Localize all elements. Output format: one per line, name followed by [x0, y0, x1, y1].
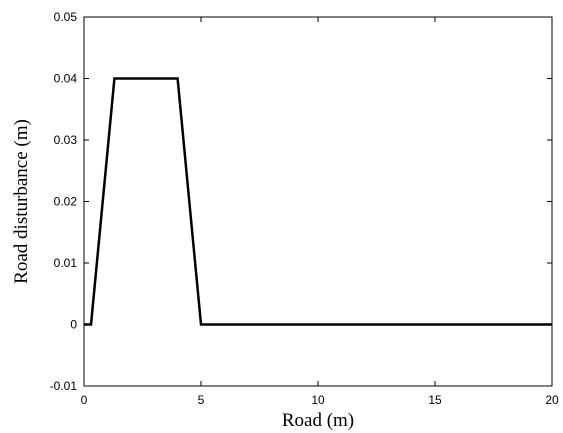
series-layer: [84, 77, 552, 326]
x-tick-label: 20: [545, 393, 559, 407]
x-tick-label: 15: [428, 393, 442, 407]
y-tick-label: 0.04: [54, 72, 78, 86]
series-line: [84, 77, 552, 326]
y-tick-label: 0: [70, 318, 77, 332]
y-tick-label: 0.02: [54, 195, 78, 209]
y-tick-label: 0.03: [54, 133, 78, 147]
y-axis-label: Road disturbance (m): [11, 119, 32, 284]
x-axis-label: Road (m): [282, 410, 354, 431]
x-tick-label: 5: [198, 393, 205, 407]
x-tick-label: 10: [311, 393, 325, 407]
y-tick-label: 0.01: [54, 256, 78, 270]
x-tick-label: 0: [81, 393, 88, 407]
plot-frame: [83, 16, 553, 387]
y-tick-label: -0.01: [50, 379, 78, 393]
y-tick-label: 0.05: [54, 10, 78, 24]
